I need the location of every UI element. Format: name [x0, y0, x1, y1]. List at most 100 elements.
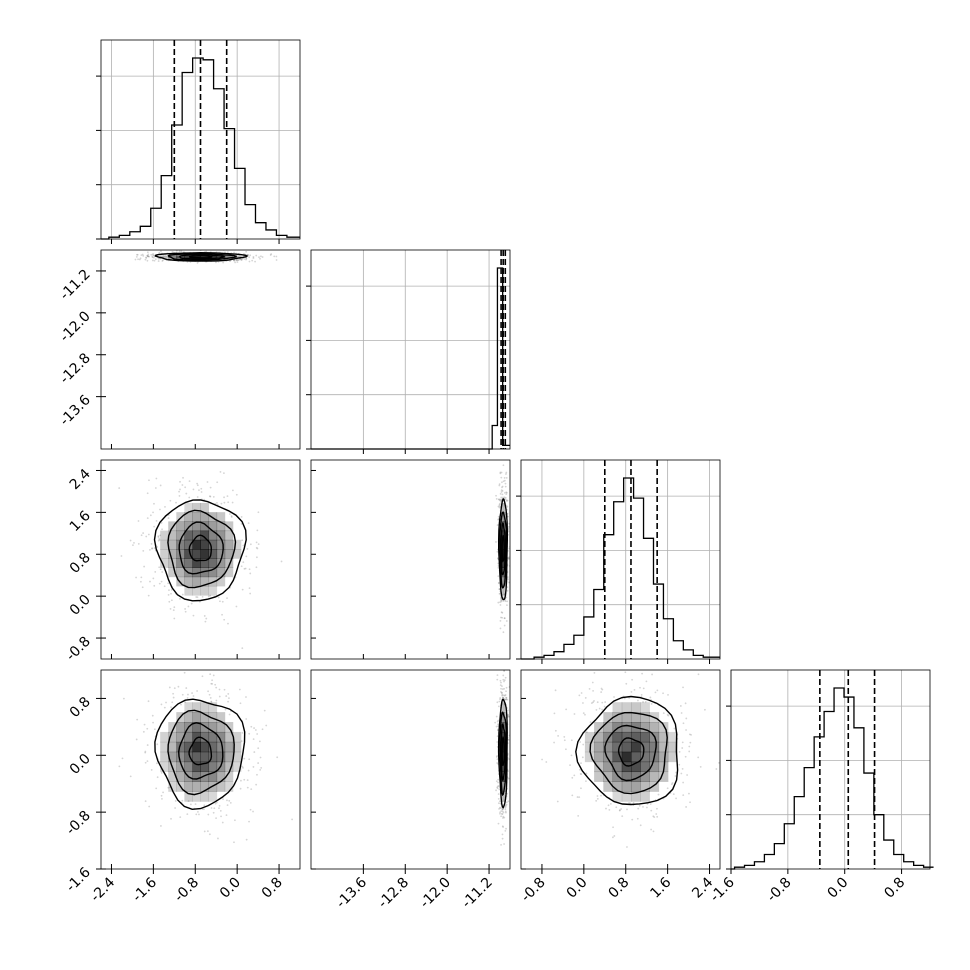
scatter-point [678, 750, 681, 753]
scatter-point [501, 808, 504, 810]
scatter-point [503, 496, 506, 499]
scatter-point [640, 694, 643, 696]
scatter-point [188, 480, 191, 483]
scatter-point [144, 751, 147, 754]
density-cell [160, 751, 169, 763]
scatter-point [556, 800, 559, 803]
scatter-point [618, 809, 621, 811]
density-cell [232, 549, 242, 559]
density-cell [501, 576, 503, 587]
scatter-point [500, 611, 503, 614]
density-cell [208, 731, 218, 743]
scatter-point [499, 500, 502, 503]
scatter-point [571, 776, 574, 779]
scatter-point [589, 721, 592, 724]
contour-line [501, 735, 505, 766]
contour-line [575, 695, 679, 806]
density-cell [612, 741, 623, 753]
scatter-point [502, 696, 504, 699]
scatter-point [673, 727, 676, 730]
scatter-point [499, 698, 501, 701]
scatter-point [97, 257, 99, 259]
scatter-point [502, 631, 505, 634]
scatter-point [155, 787, 158, 790]
scatter-point [146, 727, 149, 730]
density-cell [208, 256, 218, 259]
scatter-point [245, 696, 247, 698]
scatter-point [497, 581, 500, 584]
density-cell [603, 771, 614, 782]
scatter-point [170, 817, 172, 820]
scatter-point [505, 471, 508, 474]
scatter-point [497, 557, 499, 560]
scatter-point [506, 698, 509, 701]
contour-line [153, 499, 247, 602]
scatter-point [604, 701, 607, 703]
density-cell [649, 741, 660, 753]
scatter-point [223, 501, 226, 504]
scatter-point [151, 254, 154, 256]
scatter-point [612, 826, 614, 829]
scatter-point [505, 500, 508, 502]
scatter-point [688, 745, 691, 748]
scatter-point [162, 791, 164, 794]
scatter-point [670, 783, 673, 786]
density-cell [168, 781, 177, 792]
scatter-point [228, 697, 230, 700]
density-cell [176, 731, 185, 743]
scatter-point [169, 607, 172, 610]
density-cell [603, 751, 614, 763]
scatter-point [196, 484, 199, 487]
density-cell [640, 791, 650, 802]
scatter-point [215, 261, 217, 264]
density-cell [603, 781, 614, 792]
scatter-point [152, 721, 154, 724]
panel-background [521, 670, 720, 869]
density-cell [160, 539, 169, 550]
density-cell [224, 771, 234, 782]
scatter-point [140, 254, 143, 256]
scatter-point [684, 755, 687, 758]
scatter-point [157, 260, 160, 262]
density-cell [216, 722, 226, 733]
panel-frame [100, 459, 301, 660]
scatter-point [148, 805, 151, 808]
scatter-point [652, 815, 655, 818]
scatter-point [235, 259, 238, 262]
scatter-point [172, 692, 175, 695]
scatter-point [241, 765, 244, 768]
scatter-point [256, 733, 259, 735]
scatter-point [258, 740, 261, 743]
density-cell [192, 549, 201, 559]
scatter-point [141, 586, 144, 589]
scatter-point [239, 787, 242, 790]
density-cell [176, 751, 185, 763]
scatter-point [172, 609, 175, 612]
scatter-point [143, 565, 146, 568]
scatter-point [682, 686, 684, 689]
scatter-point [184, 610, 187, 613]
scatter-point [150, 253, 153, 256]
scatter-point [685, 806, 687, 808]
density-cell [200, 567, 210, 578]
x-tick-label: 0.8 [881, 875, 908, 902]
contour-line [178, 521, 224, 575]
scatter-point [508, 715, 510, 718]
scatter-point [621, 815, 624, 818]
scatter-point [240, 258, 242, 261]
scatter-point [498, 504, 501, 507]
scatter-point [495, 497, 498, 500]
scatter-point [253, 751, 256, 753]
scatter-point [500, 690, 502, 693]
scatter-point [503, 816, 506, 819]
scatter-point [259, 756, 262, 759]
scatter-point [173, 606, 176, 609]
density-cell [192, 512, 201, 522]
scatter-point [497, 518, 500, 521]
scatter-point [245, 257, 248, 259]
scatter-point [495, 756, 498, 758]
scatter-point [241, 647, 244, 650]
scatter-point [496, 678, 499, 681]
scatter-point [650, 828, 653, 831]
scatter-point [230, 516, 233, 518]
